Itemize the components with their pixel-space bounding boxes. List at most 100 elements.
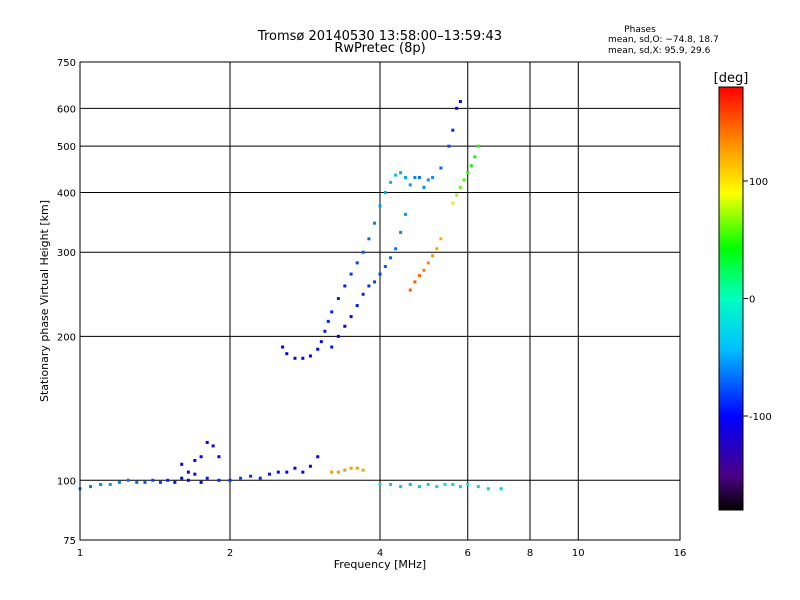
colorbar-tick-label: 100 (749, 177, 768, 188)
data-point (355, 304, 359, 308)
chart-subtitle: RwPretec (8p) (334, 41, 425, 56)
data-point (319, 340, 323, 344)
data-point (108, 482, 112, 486)
data-point (447, 144, 451, 148)
data-point (180, 462, 184, 466)
data-point (281, 345, 285, 349)
phase-stats-title: Phases (624, 25, 656, 35)
data-point (135, 480, 139, 484)
data-point (435, 485, 439, 489)
data-point (217, 478, 221, 482)
colorbar-label: [deg] (714, 71, 749, 86)
data-point (343, 468, 347, 472)
data-point (469, 164, 473, 168)
data-point (378, 272, 382, 276)
y-tick-label: 100 (57, 476, 76, 487)
data-point (399, 171, 403, 175)
data-point (431, 175, 435, 179)
y-tick-label: 500 (57, 142, 76, 153)
data-point (466, 171, 470, 175)
data-point (373, 280, 377, 284)
data-point (267, 472, 271, 476)
data-point (473, 155, 477, 159)
y-tick-label: 750 (57, 58, 76, 69)
data-point (458, 100, 462, 104)
data-point (417, 274, 421, 278)
data-point (439, 166, 443, 170)
data-point (451, 128, 455, 132)
data-point (211, 444, 215, 448)
data-point (458, 185, 462, 189)
data-point (323, 329, 327, 333)
data-point (258, 476, 262, 480)
data-point (408, 183, 412, 187)
data-point (158, 480, 162, 484)
data-point (186, 478, 190, 482)
data-point (343, 284, 347, 288)
data-point (326, 319, 330, 323)
y-tick-label: 600 (57, 104, 76, 115)
x-tick-label: 8 (527, 548, 533, 559)
data-point (239, 476, 243, 480)
data-point (417, 485, 421, 489)
data-point (399, 485, 403, 489)
data-point (361, 468, 365, 472)
data-point (389, 180, 393, 184)
data-point (301, 470, 305, 474)
data-point (476, 144, 480, 148)
data-point (89, 485, 93, 489)
data-point (336, 297, 340, 301)
x-axis-ticks: 1 2 4 6 8 10 16 (77, 548, 687, 559)
colorbar-tick-label: -100 (749, 412, 772, 423)
data-point (143, 480, 147, 484)
data-point (186, 470, 190, 474)
colorbar-ticks: 100 0 -100 (743, 177, 772, 423)
data-point (173, 480, 177, 484)
data-point (403, 175, 407, 179)
phase-stats-o: mean, sd,O: −74.8, 18.7 (608, 35, 719, 45)
data-point (417, 175, 421, 179)
x-tick-label: 4 (377, 548, 383, 559)
data-point (349, 272, 353, 276)
plot-frame (79, 61, 681, 541)
data-point (193, 472, 197, 476)
data-point (476, 485, 480, 489)
data-point (426, 482, 430, 486)
data-point (361, 292, 365, 296)
data-point (316, 347, 320, 351)
data-point (458, 485, 462, 489)
data-point (293, 356, 297, 360)
data-point (413, 175, 417, 179)
data-point (205, 440, 209, 444)
data-point (285, 352, 289, 356)
data-point (293, 466, 297, 470)
y-axis-label: Stationary phase Virtual Height [km] (38, 200, 51, 402)
data-point (308, 464, 312, 468)
data-point (151, 478, 155, 482)
data-point (451, 482, 455, 486)
y-tick-label: 75 (63, 536, 76, 547)
data-point (443, 482, 447, 486)
grid-lines (80, 62, 680, 540)
data-points (78, 100, 503, 491)
data-point (126, 478, 130, 482)
data-point (389, 256, 393, 260)
data-point (383, 265, 387, 269)
data-point (228, 478, 232, 482)
data-point (462, 178, 466, 182)
data-point (355, 261, 359, 265)
data-point (166, 478, 170, 482)
data-point (285, 470, 289, 474)
data-point (367, 284, 371, 288)
data-point (367, 237, 371, 241)
data-point (383, 190, 387, 194)
data-point (180, 476, 184, 480)
colorbar (718, 86, 744, 511)
data-point (466, 482, 470, 486)
x-tick-label: 1 (77, 548, 83, 559)
y-axis-ticks: 75 100 200 300 400 500 600 750 (57, 58, 76, 547)
y-tick-label: 400 (57, 188, 76, 199)
data-point (316, 455, 320, 459)
data-point (426, 178, 430, 182)
